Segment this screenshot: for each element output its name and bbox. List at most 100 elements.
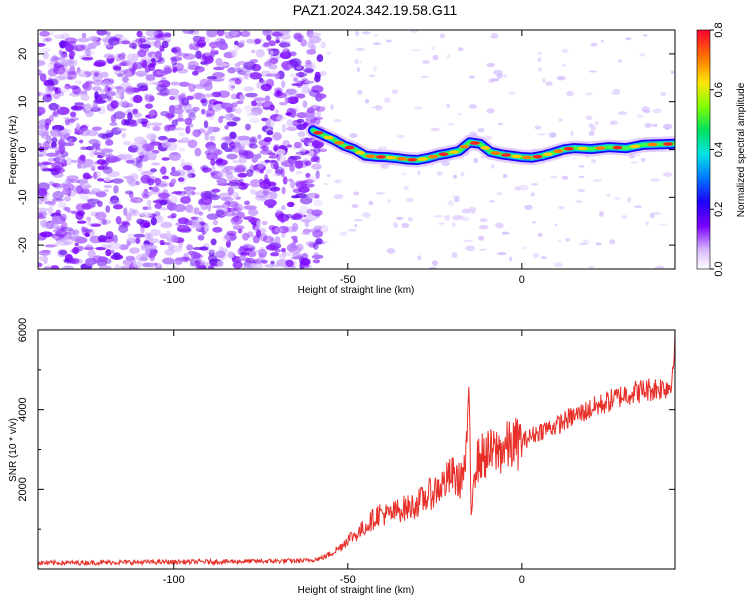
spectrogram-faint-blob [660,92,667,97]
spectrogram-noise-blob [118,100,130,107]
spectrogram-faint-blob [609,239,616,245]
spectrogram-faint-blob [536,133,546,136]
spectrogram-y-tick-label: 0 [17,146,29,152]
spectrogram-noise-blob [191,190,196,196]
spectrogram-noise-blob [101,80,111,87]
spectrogram-noise-blob [38,91,41,97]
spectrogram-noise-blob [263,187,269,196]
spectrogram-noise-blob [43,197,50,202]
spectrogram-noise-blob [265,168,272,175]
spectrogram-noise-blob [175,127,185,131]
spectrogram-faint-blob [658,223,668,226]
spectrogram-noise-blob [172,69,177,73]
spectrogram-noise-blob [246,111,260,117]
spectrogram-noise-blob [199,36,206,42]
spectrogram-noise-blob [200,99,207,104]
spectrogram-faint-blob [330,104,334,110]
spectrogram-noise-blob [320,41,326,49]
spectrogram-faint-blob [561,64,566,67]
spectrogram-noise-blob [295,151,308,156]
spectrogram-noise-blob [145,30,158,37]
spectrogram-noise-blob [172,169,186,177]
spectrogram-noise-blob [285,112,292,116]
ridge-peak-mark [323,135,334,140]
spectrogram-noise-blob [257,134,262,140]
spectrogram-noise-blob [255,229,262,238]
spectrogram-noise-blob [193,84,206,89]
spectrogram-faint-blob [468,104,478,109]
spectrogram-faint-blob [354,58,359,65]
spectrogram-faint-blob [326,174,331,177]
snr-x-axis-label: Height of straight line (km) [298,585,415,596]
snr-x-ticks: -100 -50 0 [163,330,525,586]
snr-series-line [38,331,675,567]
spectrogram-noise-blob [152,200,163,204]
spectrogram-noise-blob [38,42,46,47]
spectrogram-faint-blob [636,114,645,119]
spectrogram-noise-blob [118,244,129,251]
spectrogram-noise-blob [171,57,177,66]
spectrogram-noise-blob [106,170,120,178]
spectrogram-noise-blob [108,36,120,46]
spectrogram-noise-blob [50,265,60,269]
spectrogram-faint-blob [570,130,574,137]
spectrogram-noise-blob [125,87,135,93]
spectrogram-faint-blob [432,54,439,61]
spectrogram-noise-blob [169,126,178,132]
spectrogram-noise-blob [189,257,196,267]
spectrogram-noise-blob [194,261,206,269]
spectrogram-noise-blob [160,221,173,229]
spectrogram-noise-blob [113,234,118,244]
spectrogram-noise-blob [128,42,137,49]
spectrogram-faint-blob [556,75,566,81]
spectrogram-noise-blob [205,113,212,118]
spectrogram-noise-blob [296,80,303,89]
spectrogram-noise-blob [106,93,113,103]
spectrogram-faint-blob [565,237,571,242]
spectrogram-noise-blob [64,83,71,90]
spectrogram-noise-blob [113,185,119,194]
spectrogram-noise-blob [255,190,268,199]
spectrogram-faint-blob [536,51,542,55]
spectrogram-y-tick-label: -20 [17,237,29,253]
spectrogram-noise-blob [121,220,130,225]
spectrogram-faint-blob [625,37,632,41]
snr-plot-area [38,330,675,569]
spectrogram-faint-blob [530,183,539,186]
spectrogram-noise-blob [74,80,83,85]
spectrogram-noise-blob [114,85,123,90]
spectrogram-noise-blob [210,171,216,176]
spectrogram-noise-blob [73,44,86,52]
spectrogram-faint-blob [357,89,363,95]
spectrogram-noise-blob [289,164,295,172]
spectrogram-noise-blob [160,76,167,81]
spectrogram-faint-blob [386,248,396,254]
spectrogram-noise-blob [158,70,171,74]
spectrogram-noise-blob [136,30,143,38]
spectrogram-y-tick-label: 20 [17,48,29,60]
spectrogram-noise-blob [230,85,236,89]
spectrogram-noise-blob [38,255,48,262]
spectrogram-x-ticks: -100 -50 0 [163,30,525,286]
spectrogram-noise-blob [162,257,175,265]
spectrogram-x-axis-label: Height of straight line (km) [298,285,415,296]
spectrogram-faint-blob [468,206,476,213]
spectrogram-noise-blob [274,131,279,141]
spectrogram-noise-blob [104,129,114,139]
spectrogram-faint-blob [420,75,430,78]
spectrogram-noise-blob [232,191,239,198]
spectrogram-noise-blob [265,118,275,128]
spectrogram-noise-blob [293,141,302,149]
spectrogram-faint-blob [431,260,439,267]
spectrogram-noise-blob [144,93,149,101]
spectrogram-noise-blob [271,226,281,235]
spectrogram-noise-blob [243,104,254,112]
spectrogram-noise-blob [284,97,291,104]
spectrogram-noise-blob [207,113,215,121]
spectrogram-noise-blob [156,92,168,96]
spectrogram-noise-blob [243,61,257,70]
spectrogram-noise-blob [275,148,286,156]
spectrogram-noise-blob [136,146,146,156]
spectrogram-noise-blob [186,244,194,251]
spectrogram-noise-blob [224,113,236,121]
